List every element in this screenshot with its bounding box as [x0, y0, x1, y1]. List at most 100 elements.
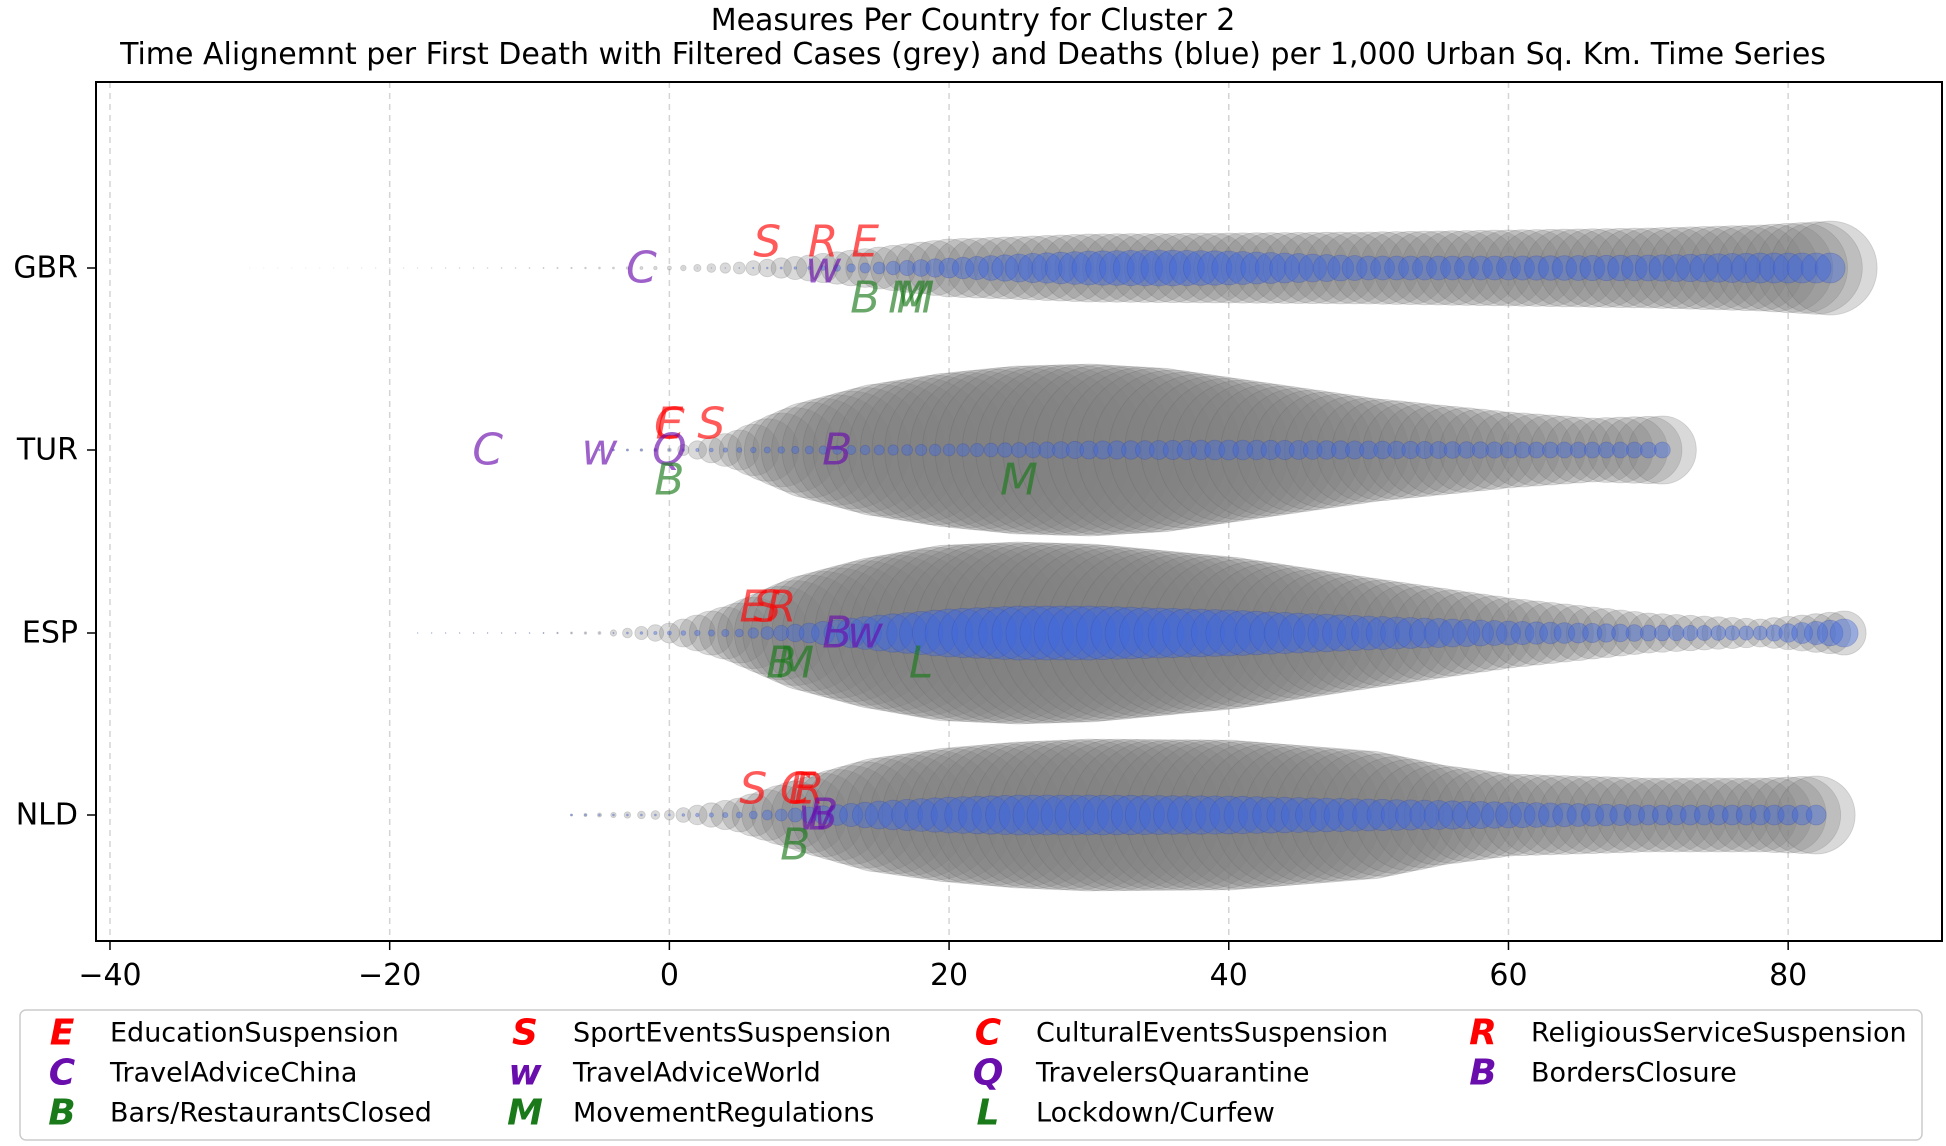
deaths-bubble	[528, 632, 531, 634]
cases-bubble	[584, 266, 587, 270]
deaths-bubble	[1523, 255, 1550, 281]
deaths-bubble	[811, 621, 836, 646]
deaths-bubble	[965, 255, 990, 280]
deaths-bubble	[1717, 253, 1748, 283]
measure-marker-c: C	[654, 399, 685, 450]
deaths-bubble	[804, 445, 814, 455]
deaths-bubble	[1162, 439, 1183, 460]
deaths-bubble	[514, 632, 517, 634]
cases-bubble	[717, 597, 790, 670]
cases-bubble	[825, 551, 989, 715]
cases-bubble	[1473, 597, 1544, 669]
cases-bubble	[781, 563, 921, 703]
deaths-bubble	[1625, 624, 1644, 642]
cases-bubble	[1373, 230, 1448, 305]
legend-symbol: Q	[973, 1053, 1004, 1094]
cases-bubble	[570, 631, 573, 635]
deaths-bubble	[1211, 250, 1247, 286]
cases-bubble	[956, 542, 1138, 724]
deaths-bubble	[1112, 249, 1149, 286]
cases-bubble	[542, 631, 545, 635]
cases-bubble	[882, 243, 932, 293]
deaths-bubble	[983, 442, 999, 458]
cases-bubble	[1165, 232, 1237, 304]
cases-bubble	[1756, 222, 1848, 314]
deaths-bubble	[1595, 803, 1618, 827]
cases-bubble	[1216, 565, 1353, 702]
deaths-bubble	[1721, 804, 1743, 826]
deaths-bubble	[1307, 613, 1346, 653]
cases-bubble	[781, 772, 866, 858]
deaths-bubble	[1017, 252, 1048, 283]
deaths-bubble	[1791, 804, 1813, 826]
deaths-bubble	[1466, 801, 1495, 830]
deaths-bubble	[1223, 795, 1262, 835]
cases-bubble	[761, 571, 886, 696]
deaths-bubble	[872, 261, 886, 275]
cases-bubble	[833, 755, 953, 875]
cases-bubble	[1769, 221, 1863, 315]
measure-marker-w: w	[805, 243, 842, 294]
cases-bubble	[1627, 612, 1669, 654]
cases-bubble	[1108, 371, 1266, 529]
cases-bubble	[1497, 229, 1576, 307]
deaths-bubble	[1791, 622, 1814, 644]
cases-bubble	[1179, 232, 1251, 304]
deaths-bubble	[1351, 615, 1387, 651]
cases-bubble	[1345, 581, 1448, 685]
deaths-bubble	[640, 448, 643, 452]
cases-bubble	[832, 249, 870, 287]
deaths-bubble	[1093, 440, 1113, 460]
deaths-bubble	[458, 632, 461, 634]
deaths-bubble	[951, 607, 1003, 659]
cases-bubble	[814, 554, 972, 712]
y-tick-label-gbr: GBR	[13, 251, 78, 286]
cases-bubble	[1061, 366, 1229, 534]
deaths-bubble	[1682, 624, 1699, 642]
cases-bubble	[1594, 227, 1675, 309]
deaths-bubble	[820, 265, 827, 271]
cases-bubble	[430, 267, 433, 269]
cases-bubble	[857, 751, 985, 879]
cases-bubble	[1596, 609, 1644, 657]
cases-bubble	[1587, 416, 1654, 484]
cases-bubble	[1666, 777, 1742, 853]
cases-bubble	[801, 765, 901, 865]
cases-bubble	[1017, 364, 1189, 536]
cases-bubble	[958, 741, 1107, 890]
deaths-bubble	[1047, 605, 1103, 661]
cases-bubble	[598, 449, 601, 451]
cases-bubble	[960, 237, 1022, 299]
deaths-bubble	[1252, 796, 1290, 834]
deaths-bubble	[1148, 440, 1169, 460]
cases-bubble	[900, 542, 1082, 724]
plot-frame	[95, 81, 1943, 942]
deaths-bubble	[680, 630, 687, 636]
cases-bubble	[988, 363, 1161, 536]
cases-bubble	[444, 267, 447, 269]
cases-bubble	[1297, 575, 1413, 691]
cases-bubble	[677, 443, 690, 456]
cases-bubble	[1268, 391, 1386, 509]
cases-bubble	[820, 251, 854, 285]
deaths-bubble	[1278, 612, 1320, 654]
cases-bubble	[1262, 232, 1335, 304]
cases-bubble	[1313, 577, 1425, 689]
deaths-bubble	[1625, 441, 1643, 459]
deaths-bubble	[598, 448, 601, 452]
deaths-bubble	[1816, 619, 1844, 647]
deaths-bubble	[667, 813, 671, 817]
legend-symbol: B	[1469, 1053, 1496, 1094]
deaths-bubble	[938, 257, 960, 279]
measure-marker-b: B	[766, 638, 796, 689]
cases-bubble	[1281, 573, 1401, 693]
cases-bubble	[1377, 585, 1472, 681]
deaths-bubble	[1316, 440, 1337, 460]
deaths-bubble	[1423, 618, 1454, 648]
deaths-bubble	[1593, 254, 1620, 282]
cases-bubble	[708, 602, 770, 664]
cases-bubble	[1515, 414, 1586, 486]
cases-bubble	[961, 364, 1133, 536]
deaths-bubble	[1778, 623, 1798, 643]
